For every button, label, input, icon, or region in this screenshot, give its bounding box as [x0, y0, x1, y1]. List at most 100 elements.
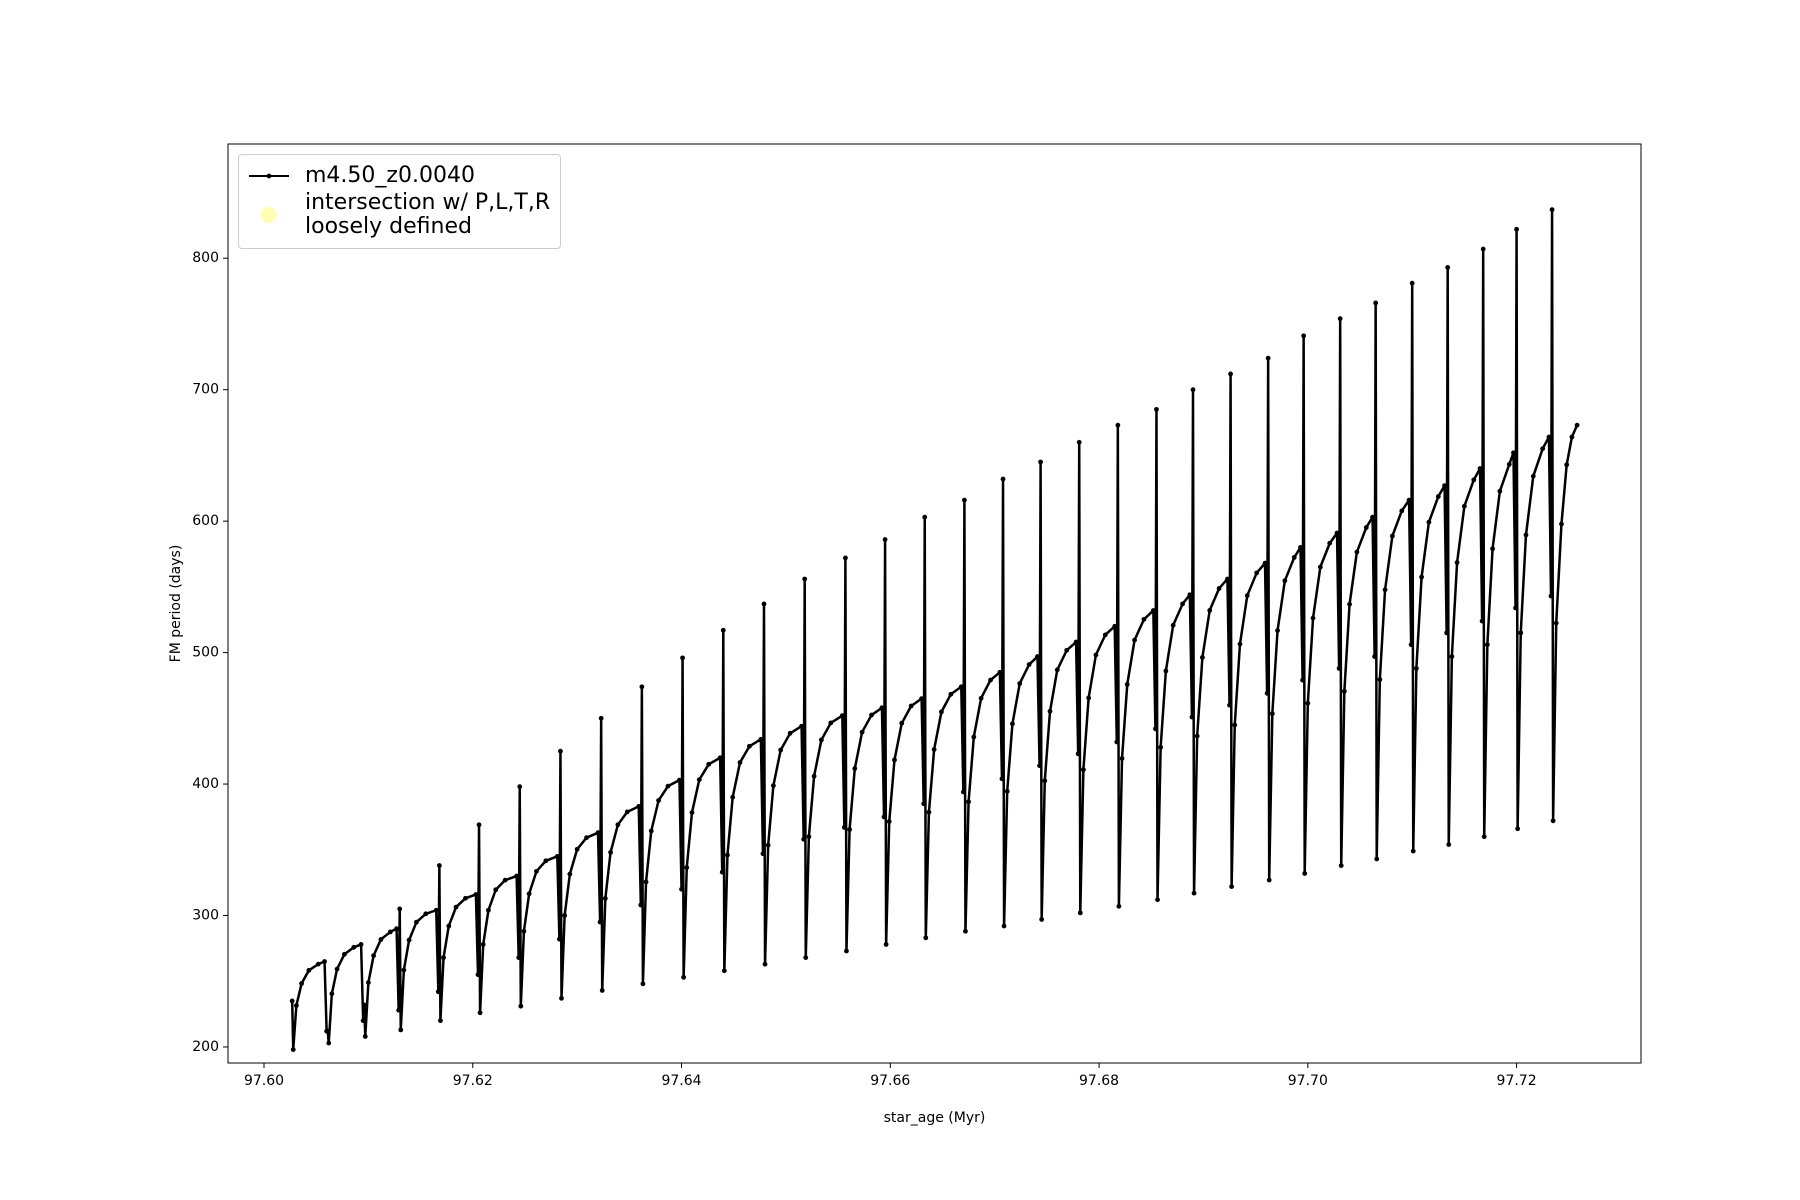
point-marker: [1038, 459, 1044, 465]
point-marker: [1229, 884, 1235, 889]
point-marker: [919, 696, 925, 702]
point-marker: [971, 734, 977, 740]
point-marker: [1073, 639, 1079, 645]
point-marker: [608, 850, 613, 855]
point-marker: [1141, 616, 1147, 622]
point-marker: [1102, 632, 1108, 638]
point-marker: [435, 989, 441, 995]
point-marker: [696, 777, 702, 783]
point-marker: [554, 853, 560, 859]
point-marker: [1077, 910, 1083, 916]
point-marker: [1490, 546, 1495, 552]
point-marker: [999, 776, 1005, 782]
point-marker: [1207, 608, 1213, 613]
point-marker: [1506, 461, 1512, 467]
point-marker: [534, 868, 539, 874]
point-marker: [1237, 641, 1243, 647]
point-marker: [1266, 877, 1272, 883]
point-marker: [477, 1010, 483, 1016]
point-marker: [677, 777, 682, 783]
point-marker: [921, 801, 927, 807]
point-marker: [963, 928, 968, 934]
point-marker: [922, 514, 928, 520]
point-marker: [770, 783, 776, 789]
point-marker: [1199, 655, 1205, 660]
point-marker: [1305, 700, 1311, 706]
point-marker: [638, 902, 644, 908]
y-axis-label: FM period (days): [168, 545, 184, 663]
point-marker: [1194, 733, 1200, 739]
point-marker: [615, 822, 621, 828]
point-marker: [1076, 439, 1082, 445]
point-marker: [423, 911, 429, 917]
point-marker: [1264, 690, 1270, 696]
point-marker: [1546, 434, 1552, 440]
point-marker: [1017, 681, 1023, 686]
point-marker: [882, 537, 888, 542]
point-marker: [1518, 630, 1524, 636]
point-marker: [997, 669, 1003, 675]
point-marker: [839, 713, 845, 719]
point-marker: [441, 955, 446, 960]
legend-marker: [266, 173, 272, 179]
point-marker: [958, 684, 964, 690]
point-marker: [1514, 226, 1519, 232]
point-marker: [584, 835, 589, 841]
legend: m4.50_z0.0040 intersection w/ P,L,T,R loo…: [238, 154, 562, 249]
point-marker: [446, 923, 452, 929]
point-marker: [1254, 570, 1260, 576]
point-marker: [398, 1027, 404, 1033]
point-marker: [806, 834, 812, 840]
point-marker: [843, 555, 848, 561]
point-marker: [1042, 778, 1048, 784]
point-marker: [1338, 863, 1344, 868]
point-marker: [475, 972, 481, 978]
point-marker: [1354, 549, 1360, 555]
point-marker: [1479, 618, 1485, 624]
point-marker: [811, 773, 817, 779]
x-tick-label: 97.68: [1079, 1073, 1119, 1089]
point-marker: [1399, 508, 1405, 514]
x-tick-label: 97.60: [244, 1073, 284, 1089]
point-marker: [1232, 722, 1238, 728]
y-tick-label: 300: [192, 908, 219, 924]
point-marker: [1119, 756, 1125, 761]
point-marker: [1497, 488, 1503, 494]
point-marker: [1515, 826, 1521, 832]
point-marker: [636, 804, 642, 809]
point-marker: [436, 863, 442, 868]
point-marker: [1310, 615, 1316, 621]
point-marker: [1481, 834, 1487, 840]
point-marker: [1511, 450, 1516, 456]
point-marker: [1114, 739, 1120, 745]
point-marker: [1075, 751, 1081, 757]
point-marker: [526, 891, 532, 897]
point-marker: [1317, 564, 1323, 570]
point-marker: [1382, 587, 1388, 593]
point-marker: [1426, 519, 1432, 525]
point-marker: [1569, 434, 1575, 440]
point-marker: [939, 709, 944, 715]
point-marker: [761, 601, 767, 607]
point-marker: [1112, 623, 1118, 629]
point-marker: [730, 794, 736, 800]
point-marker: [1216, 586, 1222, 591]
point-marker: [1334, 530, 1340, 536]
point-marker: [1047, 708, 1053, 714]
point-marker: [1026, 662, 1032, 667]
point-marker: [1363, 525, 1369, 530]
point-marker: [1449, 654, 1455, 659]
point-marker: [293, 1003, 299, 1008]
point-marker: [803, 955, 809, 960]
point-marker: [799, 723, 804, 729]
point-marker: [598, 715, 604, 721]
point-marker: [1461, 503, 1467, 509]
point-marker: [394, 926, 399, 932]
point-marker: [325, 1028, 331, 1034]
y-tick-label: 800: [192, 250, 219, 266]
point-marker: [1000, 476, 1006, 482]
point-marker: [1480, 246, 1486, 252]
point-marker: [679, 886, 684, 892]
point-marker: [486, 907, 491, 913]
point-marker: [899, 720, 905, 726]
